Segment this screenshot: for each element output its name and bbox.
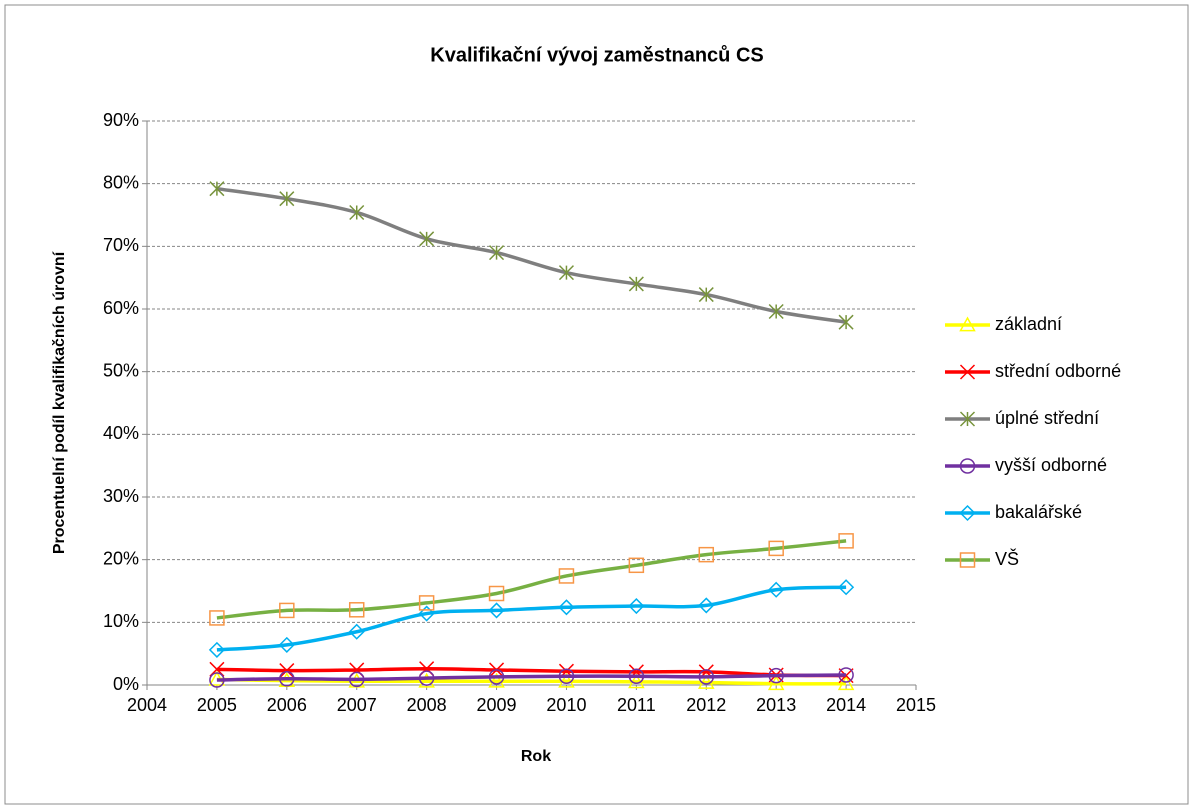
marker bbox=[959, 504, 976, 522]
marker bbox=[279, 663, 295, 679]
marker bbox=[628, 557, 645, 574]
y-tick-label: 10% bbox=[103, 611, 139, 631]
x-tick-label: 2009 bbox=[477, 695, 517, 715]
series-line bbox=[216, 677, 847, 686]
marker bbox=[348, 671, 365, 688]
marker bbox=[209, 672, 225, 688]
x-axis-label: Rok bbox=[521, 748, 551, 765]
series-line bbox=[216, 585, 847, 652]
marker bbox=[558, 265, 574, 281]
marker bbox=[418, 672, 435, 688]
marker bbox=[768, 303, 784, 320]
legend-label: základní bbox=[995, 314, 1062, 334]
series-line bbox=[216, 666, 847, 678]
x-tick-label: 2011 bbox=[617, 695, 656, 715]
series bbox=[209, 533, 854, 626]
marker bbox=[768, 667, 784, 684]
marker bbox=[279, 191, 295, 207]
x-tick-label: 2012 bbox=[686, 695, 726, 715]
marker bbox=[698, 287, 714, 303]
x-tick-label: 2013 bbox=[756, 695, 796, 715]
series-line bbox=[216, 186, 847, 324]
chart-title: Kvalifikační vývoj zaměstnanců CS bbox=[430, 44, 763, 66]
marker bbox=[348, 623, 365, 640]
legend-label: střední odborné bbox=[995, 361, 1121, 381]
x-tick-label: 2005 bbox=[197, 695, 237, 715]
marker bbox=[959, 411, 976, 427]
marker bbox=[959, 458, 976, 474]
y-tick-label: 50% bbox=[103, 360, 139, 380]
y-tick-label: 20% bbox=[103, 548, 139, 568]
marker bbox=[489, 245, 505, 261]
y-tick-label: 40% bbox=[103, 423, 139, 443]
marker bbox=[628, 597, 645, 615]
marker bbox=[698, 597, 715, 614]
x-tick-label: 2015 bbox=[896, 695, 936, 715]
marker bbox=[208, 641, 225, 658]
marker bbox=[628, 673, 645, 689]
y-tick-label: 0% bbox=[113, 674, 139, 694]
marker bbox=[628, 668, 645, 684]
legend-label: VŠ bbox=[995, 548, 1019, 569]
x-tick-label: 2010 bbox=[546, 695, 586, 715]
y-axis-label: Procentuelní podíl kvalifikačních úrovní bbox=[51, 251, 68, 554]
series bbox=[209, 667, 854, 688]
marker bbox=[698, 669, 715, 685]
marker bbox=[558, 672, 575, 688]
marker bbox=[418, 605, 435, 622]
marker bbox=[959, 316, 976, 332]
series bbox=[209, 181, 854, 330]
marker bbox=[838, 314, 854, 330]
x-tick-label: 2008 bbox=[407, 695, 447, 715]
marker bbox=[348, 602, 365, 618]
legend-label: bakalářské bbox=[995, 502, 1082, 522]
y-tick-label: 30% bbox=[103, 486, 139, 506]
series bbox=[208, 579, 855, 658]
marker bbox=[838, 579, 855, 596]
marker bbox=[698, 546, 715, 563]
marker bbox=[418, 670, 435, 686]
y-tick-label: 80% bbox=[103, 172, 139, 192]
marker bbox=[209, 610, 225, 626]
marker bbox=[628, 276, 644, 292]
marker bbox=[488, 585, 505, 602]
legend-label: vyšší odborné bbox=[995, 455, 1107, 475]
y-tick-label: 70% bbox=[103, 235, 139, 255]
marker bbox=[959, 552, 976, 568]
x-tick-label: 2007 bbox=[337, 695, 377, 715]
marker bbox=[279, 670, 295, 687]
marker bbox=[418, 595, 435, 611]
marker bbox=[767, 675, 785, 691]
marker bbox=[349, 204, 365, 221]
marker bbox=[838, 667, 854, 683]
marker bbox=[278, 636, 295, 653]
y-tick-label: 60% bbox=[103, 298, 139, 318]
y-tick-label: 90% bbox=[103, 110, 139, 130]
x-tick-label: 2014 bbox=[826, 695, 866, 715]
series-line bbox=[216, 539, 847, 620]
chart-border bbox=[4, 4, 1189, 805]
marker bbox=[959, 364, 976, 380]
marker bbox=[488, 669, 505, 685]
marker bbox=[558, 668, 575, 684]
marker bbox=[837, 675, 855, 691]
marker bbox=[279, 602, 295, 619]
legend-label: úplné střední bbox=[995, 408, 1099, 428]
marker bbox=[488, 602, 505, 619]
marker bbox=[209, 181, 225, 197]
x-tick-label: 2006 bbox=[267, 695, 307, 715]
series-line bbox=[216, 673, 847, 682]
marker bbox=[768, 540, 784, 557]
marker bbox=[697, 673, 715, 689]
marker bbox=[768, 581, 785, 598]
marker bbox=[419, 231, 435, 247]
marker bbox=[838, 533, 854, 549]
marker bbox=[558, 568, 575, 584]
marker bbox=[488, 672, 505, 688]
x-tick-label: 2004 bbox=[127, 695, 167, 715]
marker bbox=[558, 599, 575, 616]
